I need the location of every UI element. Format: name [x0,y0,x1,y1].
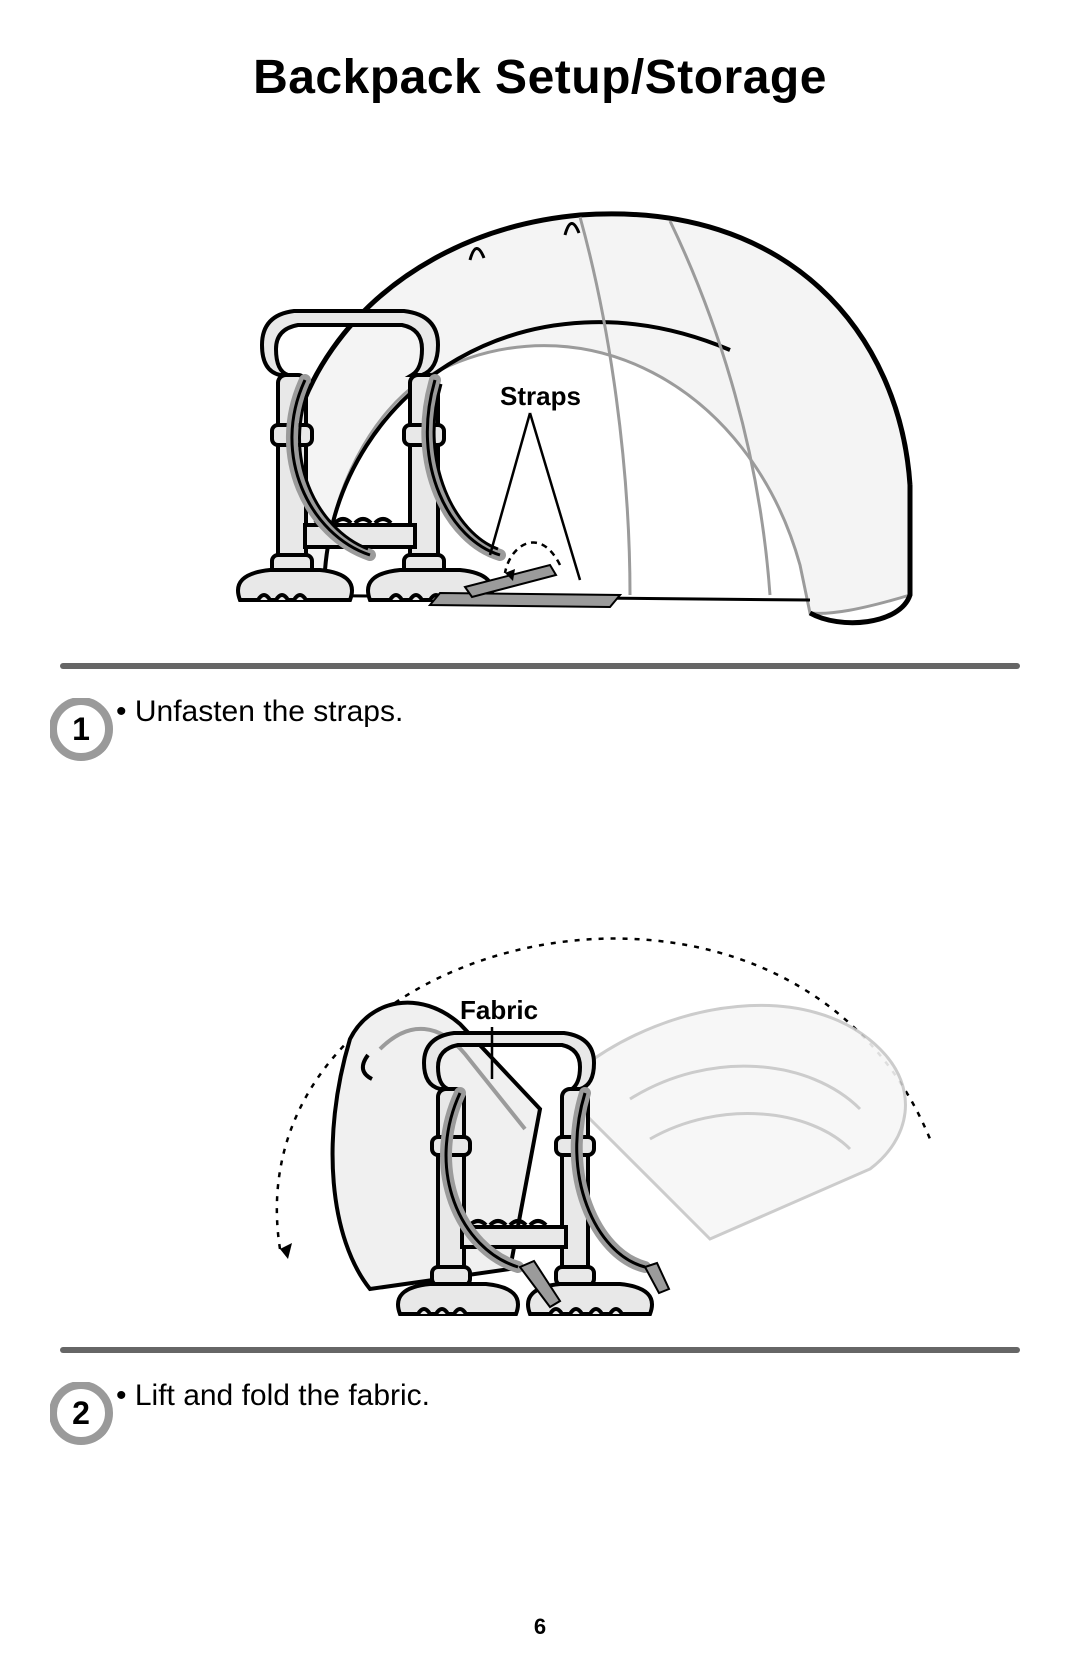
step-1-illustration: Straps [110,125,970,685]
step-2-illustration: Fabric [110,769,970,1369]
step-divider-2 [60,1347,1020,1353]
step-1: Straps 1 • Unfasten the straps. [60,125,1020,729]
callout-label-straps: Straps [500,381,581,411]
svg-text:2: 2 [72,1395,90,1431]
step-divider-1 [60,663,1020,669]
step-2-instruction: • Lift and fold the fabric. [116,1379,1020,1413]
step-2: Fabric 2 • Lift and fold the fabric. [60,769,1020,1413]
step-number-badge-1: 1 [50,698,114,762]
svg-text:1: 1 [72,711,90,747]
page-number: 6 [0,1614,1080,1640]
callout-label-fabric: Fabric [460,995,538,1025]
page-title: Backpack Setup/Storage [0,50,1080,105]
step-number-badge-2: 2 [50,1382,114,1446]
step-1-instruction: • Unfasten the straps. [116,695,1020,729]
